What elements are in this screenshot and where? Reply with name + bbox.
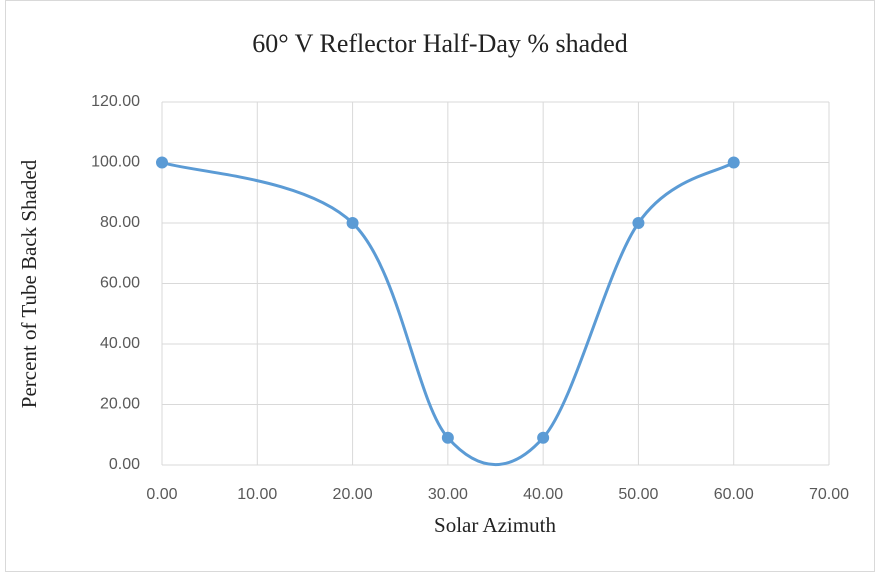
data-point [727,156,740,169]
y-tick-label: 60.00 [100,275,140,292]
data-point [441,431,454,444]
chart-title: 60° V Reflector Half-Day % shaded [252,29,628,58]
x-tick-label: 30.00 [428,486,468,503]
data-point [346,217,359,229]
x-tick-label: 0.00 [146,486,177,503]
x-tick-label: 40.00 [523,486,563,503]
y-axis-label: Percent of Tube Back Shaded [17,159,41,408]
data-point [537,431,550,444]
x-tick-label: 20.00 [333,486,373,503]
y-tick-label: 0.00 [109,456,140,473]
x-axis-label: Solar Azimuth [434,513,556,537]
chart-border [5,0,875,572]
data-point [632,217,645,229]
y-tick-label: 120.00 [91,93,140,110]
x-tick-label: 70.00 [809,486,849,503]
x-tick-label: 60.00 [714,486,754,503]
y-tick-label: 20.00 [100,396,140,413]
data-point [156,156,168,169]
y-tick-label: 80.00 [100,214,140,231]
x-tick-label: 50.00 [618,486,658,503]
y-tick-label: 100.00 [91,154,140,171]
x-tick-label: 10.00 [237,486,277,503]
y-tick-label: 40.00 [100,335,140,352]
